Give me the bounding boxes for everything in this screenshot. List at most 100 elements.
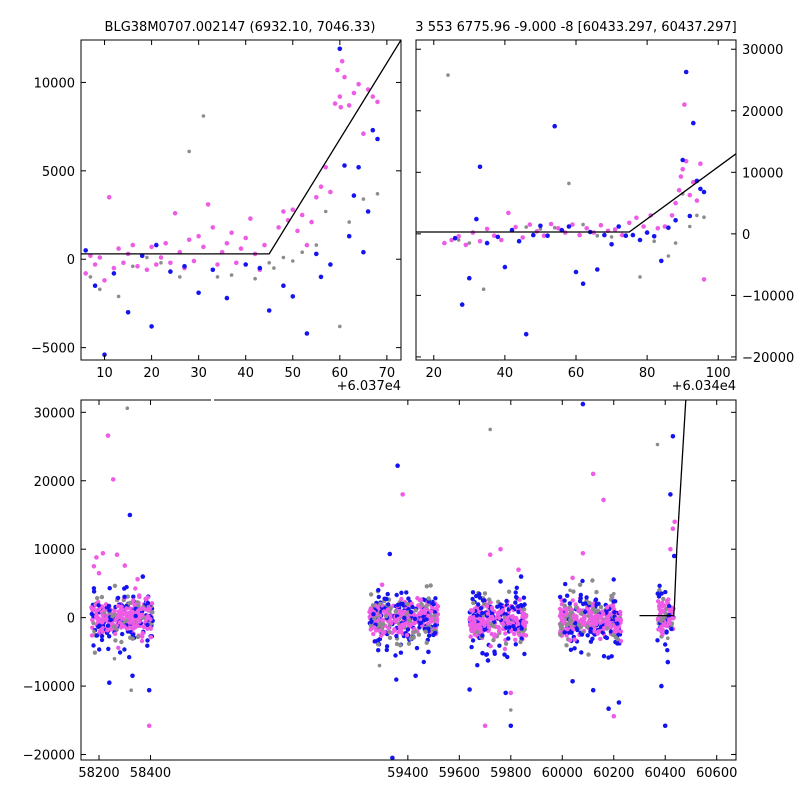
data-point bbox=[248, 216, 253, 221]
data-point bbox=[519, 636, 524, 641]
y-tick-label: 30000 bbox=[742, 43, 783, 58]
data-point bbox=[422, 618, 427, 623]
data-point bbox=[421, 659, 426, 665]
data-point bbox=[377, 636, 383, 642]
data-point bbox=[314, 195, 319, 200]
x-offset-label: +6.034e4 bbox=[672, 379, 736, 394]
data-point bbox=[488, 644, 493, 649]
data-point bbox=[570, 575, 575, 581]
x-tick-label: 59400 bbox=[387, 766, 428, 781]
data-point bbox=[351, 90, 357, 96]
data-point bbox=[577, 599, 583, 604]
data-point bbox=[557, 594, 563, 600]
data-point bbox=[146, 687, 152, 693]
x-tick-label: 58200 bbox=[78, 766, 119, 781]
x-tick-label: 59600 bbox=[439, 766, 480, 781]
data-point bbox=[601, 497, 606, 503]
data-point bbox=[413, 608, 418, 613]
data-point bbox=[634, 215, 639, 221]
data-point bbox=[590, 578, 595, 583]
data-point bbox=[417, 612, 423, 617]
data-point bbox=[470, 590, 476, 595]
data-point bbox=[503, 641, 509, 646]
data-point bbox=[127, 655, 132, 660]
data-point bbox=[377, 628, 382, 633]
data-point bbox=[105, 433, 111, 438]
data-point bbox=[698, 186, 703, 192]
data-point bbox=[115, 595, 121, 601]
axes-frame bbox=[80, 399, 737, 761]
data-point bbox=[474, 613, 480, 618]
data-point bbox=[111, 271, 117, 276]
data-point bbox=[672, 519, 677, 525]
data-point bbox=[520, 235, 525, 240]
data-point bbox=[694, 198, 700, 203]
data-point bbox=[83, 248, 88, 253]
data-point bbox=[118, 625, 124, 630]
data-point bbox=[505, 620, 511, 625]
data-point bbox=[267, 261, 272, 265]
data-point bbox=[590, 687, 596, 693]
data-point bbox=[338, 324, 342, 329]
data-point bbox=[140, 574, 146, 579]
data-point bbox=[339, 58, 345, 64]
data-point bbox=[659, 608, 664, 614]
data-point bbox=[418, 597, 424, 603]
data-point bbox=[99, 594, 105, 600]
data-point bbox=[100, 620, 105, 625]
data-point bbox=[416, 632, 422, 637]
data-point bbox=[568, 638, 573, 643]
data-point bbox=[593, 598, 598, 603]
data-point bbox=[129, 688, 133, 692]
data-point bbox=[394, 677, 399, 682]
data-point bbox=[673, 241, 678, 245]
data-point bbox=[370, 127, 376, 133]
data-point bbox=[503, 631, 508, 636]
data-point bbox=[593, 622, 599, 627]
data-point bbox=[606, 706, 611, 711]
data-point bbox=[559, 608, 564, 613]
data-point bbox=[488, 427, 493, 432]
y-tick-label: 5000 bbox=[42, 165, 75, 180]
data-point bbox=[564, 622, 570, 628]
data-point bbox=[595, 267, 600, 272]
data-point bbox=[89, 611, 95, 617]
data-point bbox=[495, 611, 501, 616]
data-point bbox=[497, 615, 502, 621]
data-point bbox=[489, 605, 495, 610]
data-point bbox=[467, 687, 472, 692]
data-point bbox=[492, 651, 497, 656]
data-point bbox=[389, 620, 394, 626]
x-tick-label: 100 bbox=[706, 366, 731, 381]
data-point bbox=[659, 683, 664, 689]
data-point bbox=[513, 637, 518, 642]
data-point bbox=[666, 225, 671, 230]
data-point bbox=[130, 673, 135, 679]
data-point bbox=[111, 265, 117, 271]
data-point bbox=[482, 601, 487, 607]
data-point bbox=[580, 281, 586, 287]
data-point bbox=[665, 648, 670, 653]
data-point bbox=[567, 613, 573, 618]
data-point bbox=[498, 579, 503, 584]
data-point bbox=[586, 620, 591, 625]
data-point bbox=[446, 73, 450, 77]
data-point bbox=[604, 605, 610, 610]
data-point bbox=[131, 598, 136, 603]
x-tick-label: 59800 bbox=[490, 766, 531, 781]
data-point bbox=[520, 611, 526, 616]
data-point bbox=[473, 626, 478, 631]
data-point bbox=[335, 67, 340, 73]
data-point bbox=[505, 617, 510, 622]
data-point bbox=[215, 262, 220, 267]
data-point bbox=[567, 181, 571, 186]
data-point bbox=[516, 238, 522, 244]
data-point bbox=[657, 587, 662, 593]
data-point bbox=[158, 255, 164, 260]
data-point bbox=[145, 600, 151, 606]
data-point bbox=[262, 242, 267, 248]
data-point bbox=[562, 630, 567, 635]
data-point bbox=[110, 477, 116, 482]
data-point bbox=[351, 193, 357, 198]
data-point bbox=[587, 610, 592, 616]
